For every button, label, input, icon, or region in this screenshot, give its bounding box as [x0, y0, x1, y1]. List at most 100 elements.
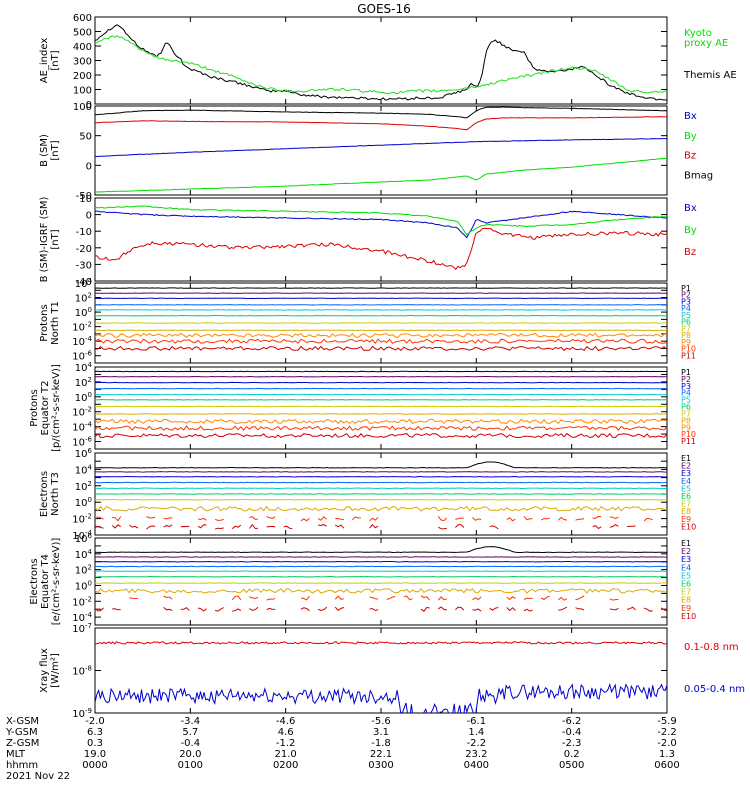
plot-area	[95, 24, 667, 101]
y-tick-label: 10-2	[72, 406, 92, 419]
series-e10	[197, 607, 207, 612]
x-row-value: -6.2	[562, 716, 582, 727]
date-label: 2021 Nov 22	[6, 771, 70, 782]
channel-label: P3	[681, 382, 691, 391]
x-row-value: 0.3	[87, 738, 103, 749]
series-e9	[523, 516, 533, 521]
series-e9	[369, 596, 379, 600]
series-e9	[437, 596, 447, 601]
series-by	[95, 157, 667, 193]
channel-label: P5	[681, 396, 691, 405]
series-e9	[129, 597, 138, 600]
y-axis-label: B (SM)-IGRF (SM)	[39, 197, 50, 283]
y-tick-label: 104	[75, 463, 93, 476]
plot-area	[95, 205, 667, 270]
y-tick-label: 104	[75, 361, 93, 374]
series-e9	[300, 595, 310, 601]
x-row-value: -5.6	[371, 716, 391, 727]
y-tick-exponent: -6	[85, 436, 93, 444]
channel-label: P4	[681, 304, 691, 313]
channel-label: P5	[681, 311, 691, 320]
series-e10	[661, 607, 667, 612]
series-e10	[266, 525, 276, 528]
series-e7	[95, 498, 667, 501]
x-row-value: 3.1	[373, 727, 389, 738]
plot-area	[95, 287, 667, 352]
y-axis-label: North T3	[50, 472, 61, 516]
channel-label: E2	[681, 547, 691, 556]
panel-bigrf: -40 -30 -20 -10 0 10 B (SM)-IGRF (SM) [nT] Bx By B…	[39, 194, 697, 288]
series-e10	[455, 606, 465, 611]
series-e9	[420, 595, 430, 601]
y-tick-exponent: -8	[85, 665, 92, 673]
series-p9	[95, 418, 667, 425]
channel-label: P8	[681, 331, 691, 340]
series-e4	[95, 481, 667, 484]
channel-label: E8	[681, 507, 691, 516]
y-axis-label: Electrons	[29, 558, 40, 604]
x-row-value: 22.1	[370, 749, 392, 760]
series-e9	[386, 596, 396, 600]
series-p11	[95, 432, 667, 439]
x-row-value: -6.1	[467, 716, 487, 727]
series-e5	[95, 487, 667, 490]
y-tick-exponent: 4	[88, 361, 93, 369]
series-e9	[197, 517, 207, 521]
x-row-value: -1.2	[276, 738, 296, 749]
series-e4	[95, 565, 667, 568]
y-axis-label: AE_index	[39, 38, 50, 84]
series-e9	[112, 516, 122, 522]
series-e9	[163, 595, 173, 600]
y-tick-label: 10-4	[72, 421, 92, 434]
channel-label: P3	[681, 297, 691, 306]
series-e8	[95, 588, 667, 594]
series-p11	[95, 345, 667, 352]
channel-label: E10	[681, 612, 696, 621]
x-row-value: 0000	[82, 760, 107, 771]
x-row-value: -5.9	[657, 716, 677, 727]
x-row-value: -2.0	[85, 716, 105, 727]
series-e9	[266, 598, 276, 601]
series-e10	[300, 607, 310, 612]
x-row-value: 1.3	[659, 749, 675, 760]
series-e10	[437, 526, 447, 530]
series-p9	[95, 332, 667, 338]
series-e9	[609, 598, 619, 601]
series-e10	[592, 525, 602, 530]
channel-label: E6	[681, 492, 691, 501]
series-e9	[317, 516, 328, 521]
y-tick-exponent: 0	[88, 391, 92, 399]
series-e3	[95, 560, 667, 563]
channel-label: E3	[681, 469, 691, 478]
y-tick-label: 200	[73, 71, 92, 82]
series-bx	[95, 138, 667, 158]
y-tick-exponent: -2	[85, 321, 92, 329]
x-row-value: 0200	[273, 760, 298, 771]
series-e10	[369, 523, 379, 529]
series-e5	[95, 570, 667, 573]
x-row-label: X-GSM	[6, 716, 39, 727]
series-e10	[317, 606, 328, 612]
x-row-value: 21.0	[275, 749, 297, 760]
x-row-value: 0300	[368, 760, 393, 771]
x-row-value: 20.0	[179, 749, 201, 760]
y-tick-exponent: -4	[85, 335, 93, 343]
series-e10	[232, 608, 242, 612]
series-e9	[266, 516, 276, 519]
y-axis-label: Equator T2	[40, 381, 51, 436]
legend-entry: Bx	[684, 203, 697, 214]
series-e10	[334, 606, 344, 611]
y-tick-label: 100	[75, 579, 92, 592]
series-e10	[626, 606, 636, 611]
x-row-value: 0600	[654, 760, 679, 771]
series-e9	[540, 595, 550, 601]
series-e10	[112, 608, 121, 611]
series-e9	[334, 595, 344, 600]
legend-entry: By	[684, 131, 697, 142]
legend-entry: 0.05-0.4 nm	[684, 684, 745, 695]
series-e10	[489, 607, 499, 611]
y-axis-label: Xray flux	[39, 648, 50, 693]
y-tick-label: 100	[73, 86, 92, 97]
series-e9	[643, 517, 653, 522]
